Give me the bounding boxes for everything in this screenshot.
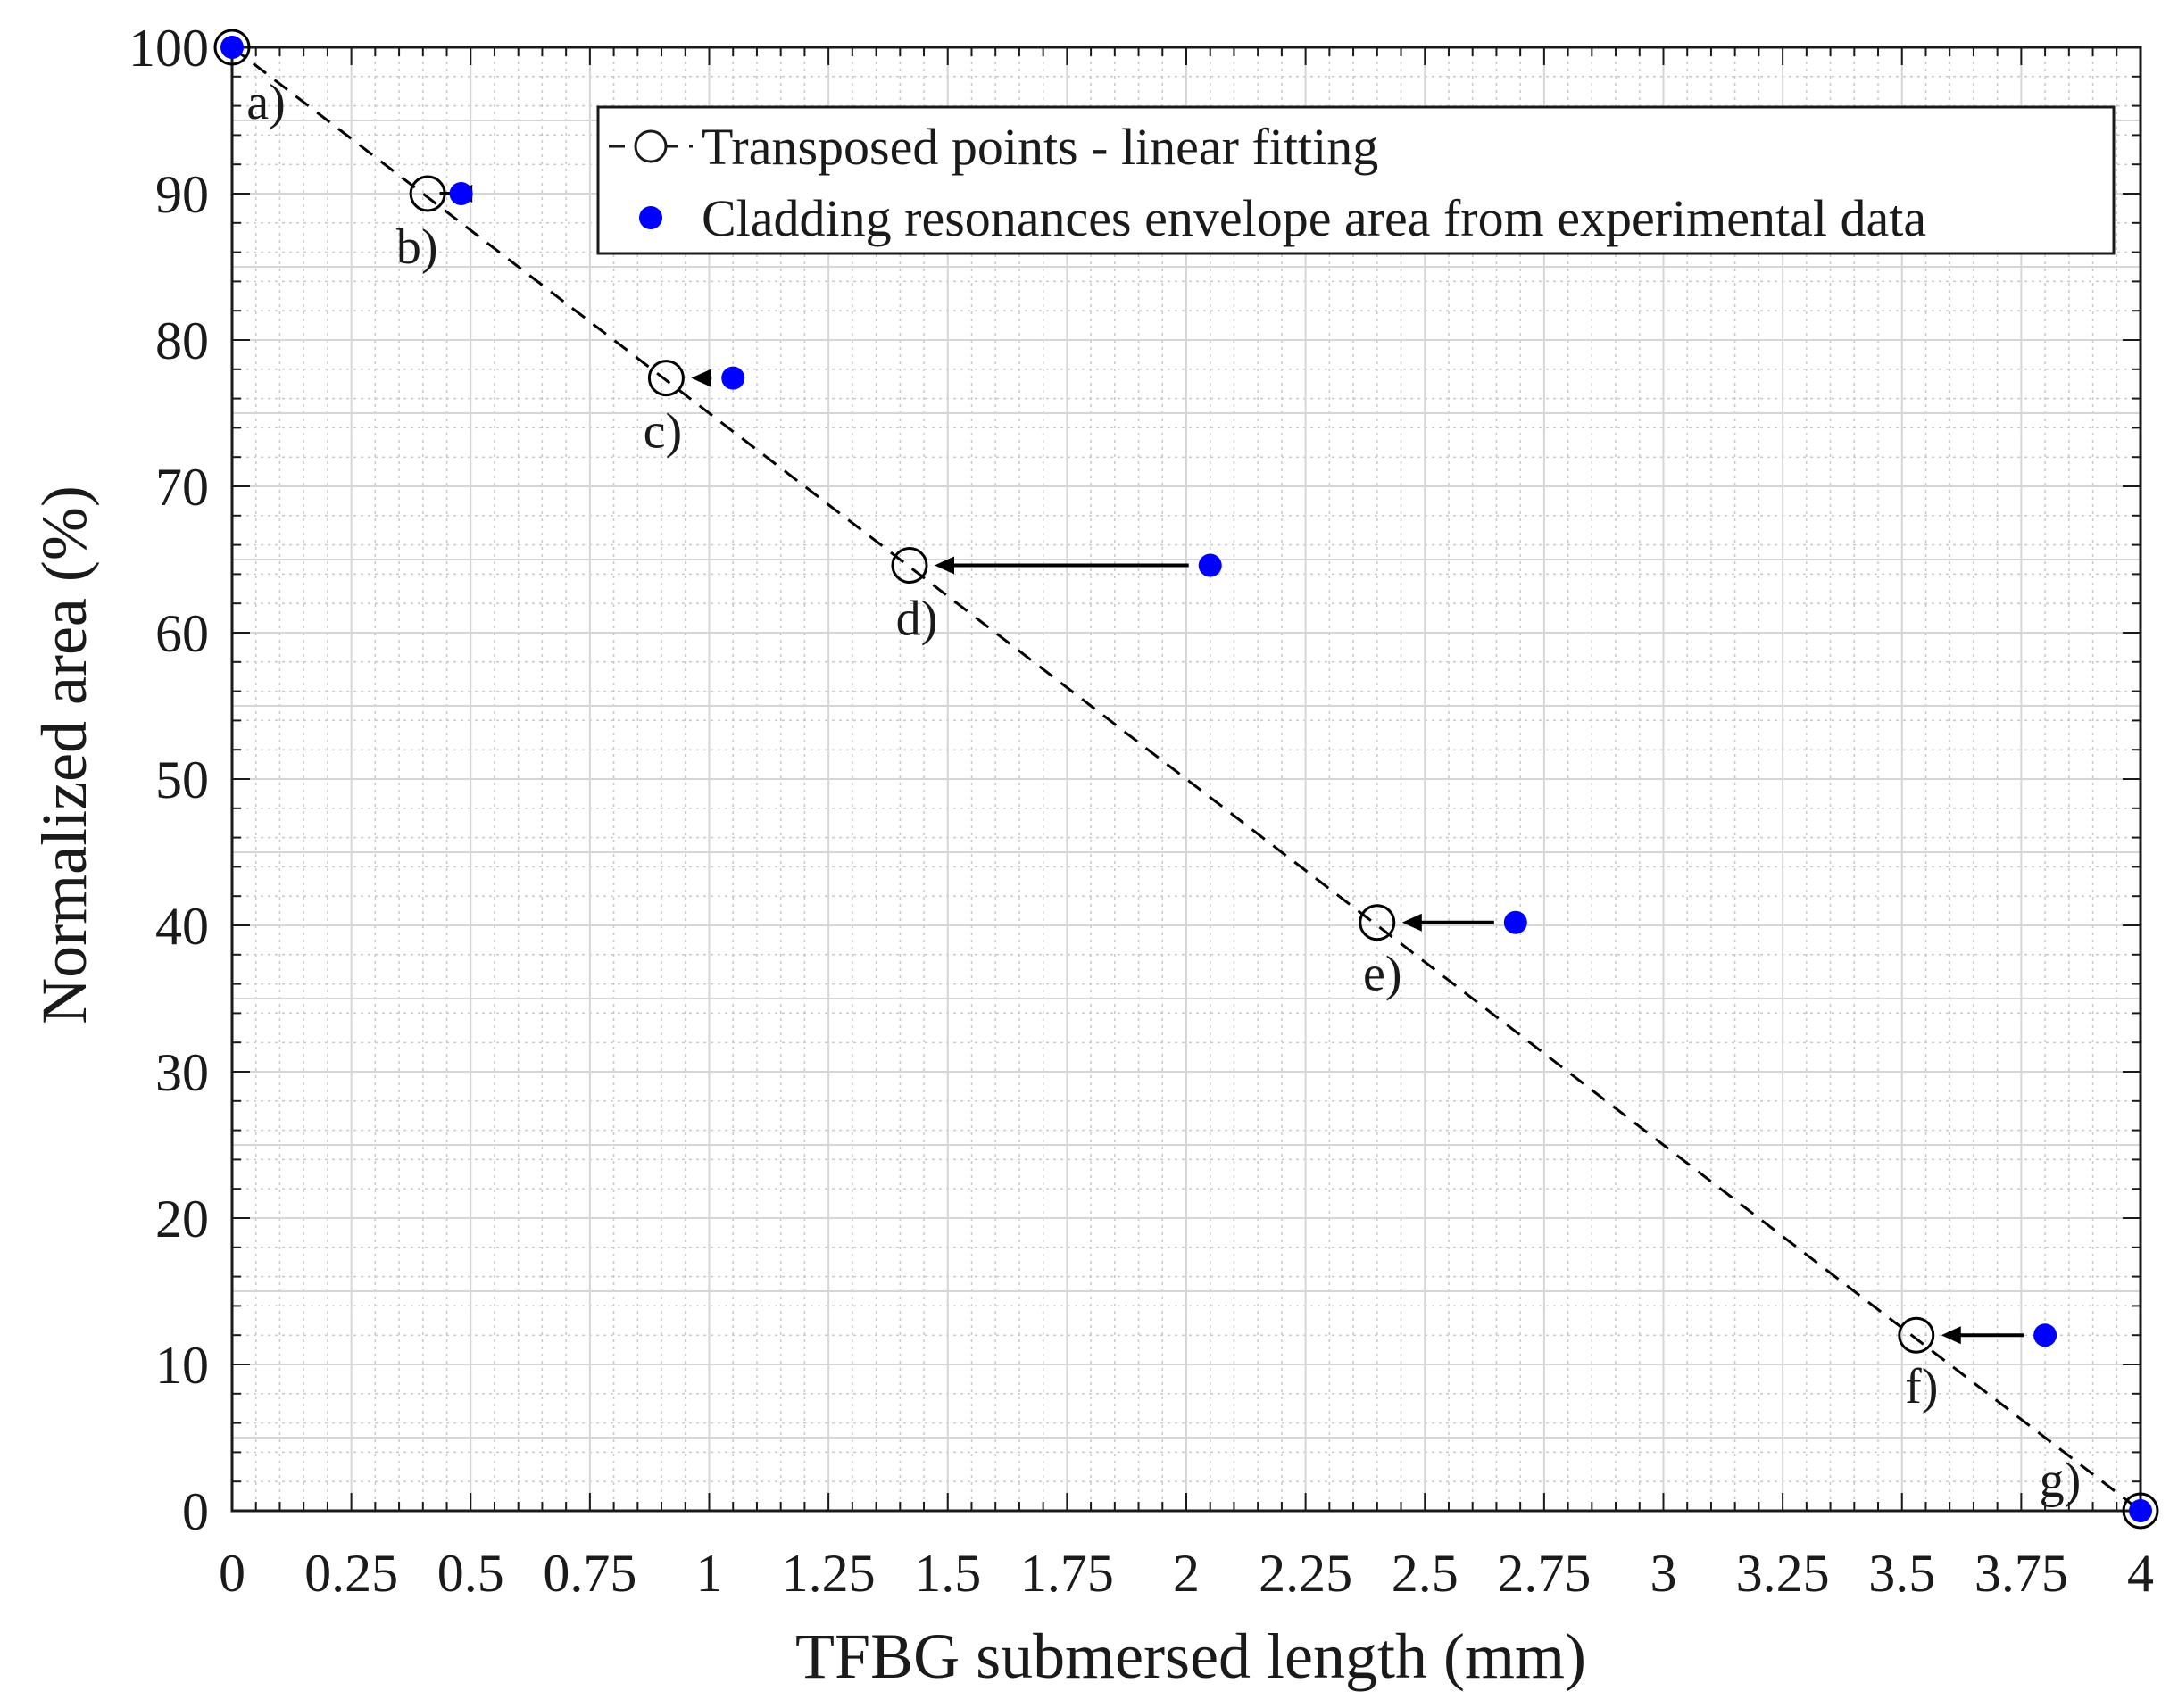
- transposed-point: [647, 360, 685, 397]
- point-label: e): [1363, 947, 1402, 1002]
- x-tick-label: 0: [219, 1544, 245, 1603]
- x-tick-label: 0.25: [304, 1544, 398, 1603]
- legend-open-circle-icon: [634, 129, 668, 163]
- y-tick-label: 90: [155, 165, 209, 224]
- transposed-point: [2122, 1492, 2159, 1530]
- transposed-points: [213, 29, 2159, 1530]
- shift-arrow-head: [934, 556, 954, 575]
- shift-arrow-head: [1941, 1326, 1961, 1345]
- experimental-points: [220, 36, 2152, 1522]
- legend-box: [596, 105, 2116, 255]
- legend-label-experimental: Cladding resonances envelope area from e…: [702, 189, 1926, 247]
- transposed-point: [891, 547, 928, 585]
- axis-ticks: [231, 46, 2141, 1512]
- experimental-point: [2129, 1499, 2152, 1522]
- x-tick-label: 3: [1650, 1544, 1677, 1603]
- y-tick-label: 50: [155, 750, 209, 809]
- y-tick-labels: 0 10 20 30 40 50 60 70 80 90 100: [129, 19, 209, 1541]
- x-tick-label: 3.5: [1868, 1544, 1935, 1603]
- transposed-point: [1359, 904, 1396, 941]
- y-tick-label: 30: [155, 1043, 209, 1102]
- y-tick-label: 60: [155, 604, 209, 663]
- x-tick-label: 0.75: [543, 1544, 636, 1603]
- x-tick-label: 2: [1173, 1544, 1200, 1603]
- y-tick-label: 20: [155, 1190, 209, 1248]
- x-tick-label: 2.75: [1497, 1544, 1591, 1603]
- x-axis-title: TFBG submersed length (mm): [795, 1621, 1586, 1692]
- y-tick-label: 10: [155, 1336, 209, 1395]
- legend: Transposed points - linear fitting Cladd…: [596, 105, 2116, 255]
- transposed-point: [213, 29, 251, 66]
- y-tick-label: 70: [155, 458, 209, 517]
- point-label: b): [396, 220, 438, 275]
- x-tick-label: 0.5: [437, 1544, 504, 1603]
- y-tick-label: 0: [182, 1482, 209, 1541]
- shift-arrow-head: [1401, 913, 1422, 932]
- y-tick-label: 100: [129, 19, 209, 78]
- y-tick-label: 40: [155, 897, 209, 956]
- legend-label-fit: Transposed points - linear fitting: [702, 118, 1378, 176]
- x-tick-label: 1.75: [1020, 1544, 1114, 1603]
- x-tick-label: 2.5: [1392, 1544, 1459, 1603]
- x-tick-label: 1.5: [914, 1544, 981, 1603]
- legend-blue-dot-icon: [639, 206, 662, 229]
- x-tick-label: 3.75: [1974, 1544, 2068, 1603]
- point-label: a): [246, 75, 286, 130]
- x-tick-label: 1.25: [782, 1544, 876, 1603]
- x-tick-label: 1: [696, 1544, 723, 1603]
- x-tick-label: 3.25: [1736, 1544, 1830, 1603]
- experimental-point: [721, 366, 745, 390]
- x-tick-labels: 0 0.25 0.5 0.75 1 1.25 1.5 1.75 2 2.25 2.5 2.75 3 3.2…: [219, 1544, 2154, 1603]
- point-label: c): [644, 404, 683, 460]
- point-label: f): [1905, 1359, 1938, 1414]
- y-axis-title: Normalized area (%): [29, 485, 100, 1024]
- x-tick-label: 4: [2127, 1544, 2154, 1603]
- x-tick-label: 2.25: [1259, 1544, 1352, 1603]
- shift-arrow-head: [691, 369, 711, 387]
- experimental-point: [1198, 553, 1222, 577]
- shift-arrows: [439, 185, 2024, 1345]
- experimental-point: [2033, 1323, 2057, 1347]
- point-label: g): [2040, 1453, 2082, 1508]
- y-tick-label: 80: [155, 311, 209, 370]
- minor-grid: [232, 47, 2141, 1511]
- transposed-point: [409, 175, 446, 212]
- point-label: d): [896, 592, 938, 647]
- experimental-point: [1503, 910, 1527, 934]
- experimental-point: [449, 182, 473, 205]
- point-labels: a) b) c) d) e) f) g): [246, 75, 2081, 1508]
- transposed-point: [1898, 1316, 1935, 1354]
- experimental-point: [220, 36, 244, 59]
